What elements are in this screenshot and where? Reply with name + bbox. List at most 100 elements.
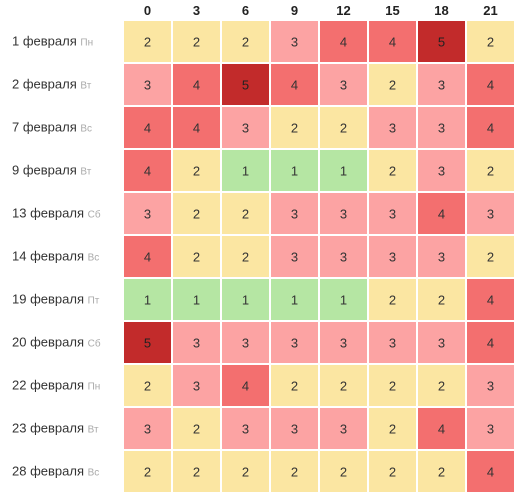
cell-value: 1 [242, 164, 249, 179]
cell-value: 3 [487, 422, 494, 437]
cell-value: 2 [144, 379, 151, 394]
hour-label: 18 [434, 3, 448, 18]
cell-value: 1 [144, 293, 151, 308]
heatmap-cell [124, 408, 171, 449]
cell-value: 3 [438, 250, 445, 265]
heatmap-cell [124, 193, 171, 234]
cell-value: 1 [193, 293, 200, 308]
date-labels: 1 февраля Пн 2 февраля Вт 7 февраля Вс 9 фе… [12, 34, 101, 479]
heatmap-cell [467, 107, 514, 148]
heatmap-cell [124, 236, 171, 277]
weekday-label: Пт [88, 296, 100, 307]
cell-value: 4 [193, 121, 200, 136]
cell-value: 4 [144, 121, 151, 136]
cell-value: 2 [144, 465, 151, 480]
cell-value: 3 [389, 250, 396, 265]
date-label: 23 февраля Вт [12, 421, 99, 436]
heatmap-cell [222, 150, 269, 191]
heatmap-cell [124, 322, 171, 363]
heatmap-cell [271, 451, 318, 492]
heatmap-cell [369, 279, 416, 320]
cell-value: 2 [291, 121, 298, 136]
cell-value: 1 [291, 164, 298, 179]
cell-value: 3 [242, 121, 249, 136]
cell-value: 2 [389, 465, 396, 480]
cell-value: 2 [242, 35, 249, 50]
heatmap-cell [467, 150, 514, 191]
heatmap-cell [467, 451, 514, 492]
cell-value: 2 [193, 422, 200, 437]
heatmap-cell [418, 365, 465, 406]
heatmap-cell [124, 64, 171, 105]
heatmap-cell [124, 451, 171, 492]
cell-value: 4 [193, 78, 200, 93]
weekday-label: Вс [88, 253, 100, 264]
cell-value: 1 [242, 293, 249, 308]
cell-value: 2 [389, 164, 396, 179]
cell-value: 2 [242, 207, 249, 222]
heatmap-cell [173, 150, 220, 191]
heatmap-cell [271, 64, 318, 105]
heatmap-cell [320, 279, 367, 320]
heatmap-cell [271, 21, 318, 62]
heatmap-cell [124, 21, 171, 62]
heatmap-cell [320, 408, 367, 449]
heatmap-cell [467, 193, 514, 234]
heatmap-cell [467, 236, 514, 277]
weekday-label: Вс [80, 124, 92, 135]
cell-value: 4 [438, 422, 445, 437]
heatmap-cell [369, 322, 416, 363]
heatmap-cell [173, 408, 220, 449]
date-label: 20 февраля Сб [12, 335, 101, 350]
heatmap-cell [418, 21, 465, 62]
heatmap-cell [222, 193, 269, 234]
heatmap-cell [320, 64, 367, 105]
heatmap-cell [124, 150, 171, 191]
heatmap-cell [222, 322, 269, 363]
cell-value: 4 [487, 465, 494, 480]
heatmap-cell [320, 150, 367, 191]
cell-value: 5 [242, 78, 249, 93]
date-label: 19 февраля Пт [12, 292, 100, 307]
cell-value: 2 [340, 465, 347, 480]
cell-value: 2 [389, 293, 396, 308]
heatmap-cell [271, 193, 318, 234]
cell-value: 2 [438, 379, 445, 394]
heatmap-cell [320, 21, 367, 62]
cell-value: 3 [438, 121, 445, 136]
heatmap-cell [467, 322, 514, 363]
cell-value: 2 [487, 35, 494, 50]
cell-value: 3 [291, 250, 298, 265]
cell-value: 3 [487, 207, 494, 222]
heatmap-cell [369, 21, 416, 62]
heatmap-cell [467, 21, 514, 62]
cell-value: 4 [291, 78, 298, 93]
cell-value: 4 [242, 379, 249, 394]
heatmap-cell [222, 279, 269, 320]
heatmap-cell [173, 451, 220, 492]
cell-value: 2 [193, 465, 200, 480]
cell-value: 2 [291, 465, 298, 480]
hour-label: 3 [193, 3, 200, 18]
date-label: 14 февраля Вс [12, 249, 99, 264]
heatmap-cells: 2 2 2 3 4 4 5 2 3 4 5 4 3 2 3 4 4 4 3 2 2 3 3 4 4 2 1 1 1 2 3 2 3 2 2 3 3 3 4 3… [124, 21, 514, 492]
cell-value: 2 [340, 121, 347, 136]
heatmap-cell [418, 64, 465, 105]
heatmap-cell [173, 236, 220, 277]
date-label: 7 февраля Вс [12, 120, 92, 135]
hour-label: 9 [291, 3, 298, 18]
heatmap-cell [369, 150, 416, 191]
cell-value: 2 [144, 35, 151, 50]
cell-value: 2 [193, 35, 200, 50]
weekday-label: Вс [88, 468, 100, 479]
cell-value: 3 [291, 207, 298, 222]
cell-value: 3 [193, 336, 200, 351]
cell-value: 2 [389, 379, 396, 394]
weekday-label: Пн [88, 382, 101, 393]
cell-value: 5 [144, 336, 151, 351]
weekday-label: Пн [80, 38, 93, 49]
cell-value: 3 [144, 422, 151, 437]
cell-value: 2 [193, 207, 200, 222]
hour-label: 12 [336, 3, 350, 18]
cell-value: 3 [193, 379, 200, 394]
